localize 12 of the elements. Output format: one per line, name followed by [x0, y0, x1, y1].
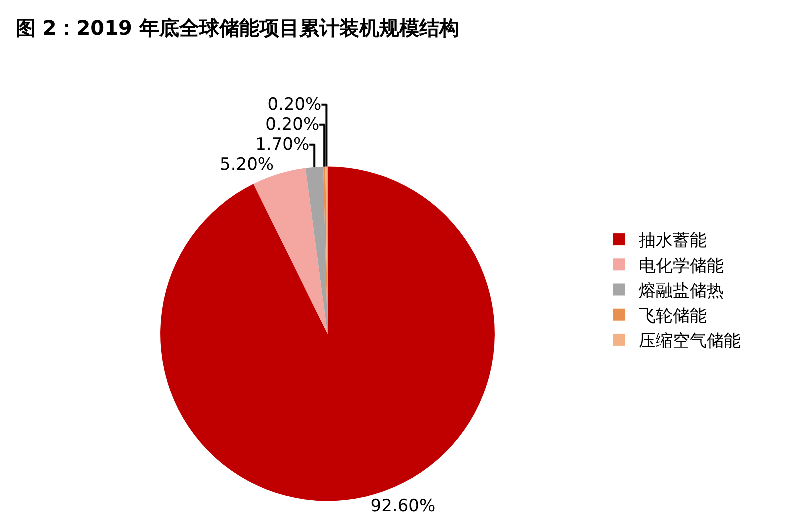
legend-label: 熔融盐储热 — [639, 281, 724, 302]
chart-title: 图 2：2019 年底全球储能项目累计装机规模结构 — [16, 16, 460, 40]
legend-label: 抽水蓄能 — [639, 231, 707, 252]
legend-label: 电化学储能 — [639, 256, 724, 276]
data-label: 92.60% — [370, 496, 436, 516]
pie-slice — [324, 166, 328, 334]
data-label: 5.20% — [220, 154, 274, 175]
data-label: 0.20% — [268, 94, 322, 115]
legend-label: 飞轮储能 — [639, 306, 707, 326]
data-label: 1.70% — [256, 134, 310, 155]
legend-label: 压缩空气储能 — [639, 332, 741, 352]
data-label: 0.20% — [266, 114, 320, 135]
